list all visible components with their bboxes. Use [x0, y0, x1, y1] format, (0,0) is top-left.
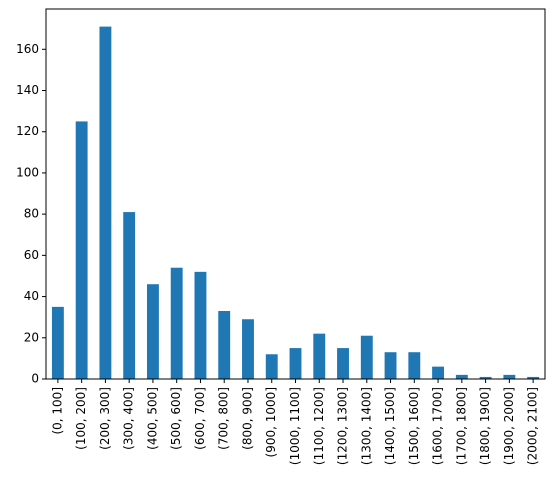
- y-tick-label: 120: [16, 124, 39, 138]
- x-tick-label: (500, 600]: [169, 387, 183, 450]
- bar: [75, 121, 88, 379]
- y-tick-label: 60: [24, 248, 39, 262]
- x-tick-label: (2000, 2100]: [526, 387, 540, 465]
- bar: [194, 271, 207, 379]
- x-tick-label: (800, 900]: [240, 387, 254, 450]
- bar: [384, 352, 397, 379]
- x-tick-label: (200, 300]: [98, 387, 112, 450]
- y-tick-label: 80: [24, 207, 39, 221]
- x-tick-label: (1400, 1500]: [383, 387, 397, 465]
- x-tick-label: (1500, 1600]: [407, 387, 421, 465]
- x-tick-label: (100, 200]: [74, 387, 88, 450]
- bar: [408, 352, 421, 379]
- bar: [265, 354, 278, 379]
- bar: [218, 310, 231, 379]
- x-tick-label: (1900, 2000]: [502, 387, 516, 465]
- x-tick-label: (1000, 1100]: [288, 387, 302, 465]
- bar: [432, 366, 445, 379]
- x-tick-label: (1200, 1300]: [336, 387, 350, 465]
- bar: [360, 335, 373, 379]
- x-tick-label: (1600, 1700]: [431, 387, 445, 465]
- y-tick-label: 100: [16, 165, 39, 179]
- bar: [503, 374, 516, 379]
- y-tick-label: 160: [16, 42, 39, 56]
- bar: [170, 267, 183, 379]
- bar: [455, 374, 468, 379]
- x-tick-label: (400, 500]: [145, 387, 159, 450]
- y-tick-label: 0: [31, 372, 39, 386]
- bar: [527, 376, 540, 379]
- y-tick-label: 20: [24, 330, 39, 344]
- x-tick-label: (700, 800]: [217, 387, 231, 450]
- bar: [123, 212, 136, 379]
- x-tick-label: (0, 100]: [50, 387, 64, 435]
- x-tick-label: (600, 700]: [193, 387, 207, 450]
- x-tick-label: (1800, 1900]: [478, 387, 492, 465]
- bar: [289, 348, 302, 379]
- x-tick-label: (300, 400]: [122, 387, 136, 450]
- bar: [313, 333, 326, 379]
- x-tick-label: (1300, 1400]: [359, 387, 373, 465]
- bar: [242, 319, 254, 379]
- bar: [146, 284, 159, 379]
- bar: [99, 26, 112, 379]
- x-tick-label: (1100, 1200]: [312, 387, 326, 465]
- bar: [479, 376, 492, 379]
- bar: [337, 348, 349, 379]
- bar: [51, 306, 64, 379]
- axes-frame: [45, 8, 546, 380]
- y-tick-label: 140: [16, 83, 39, 97]
- y-tick-label: 40: [24, 289, 39, 303]
- x-tick-label: (900, 1000]: [264, 387, 278, 457]
- x-tick-label: (1700, 1800]: [454, 387, 468, 465]
